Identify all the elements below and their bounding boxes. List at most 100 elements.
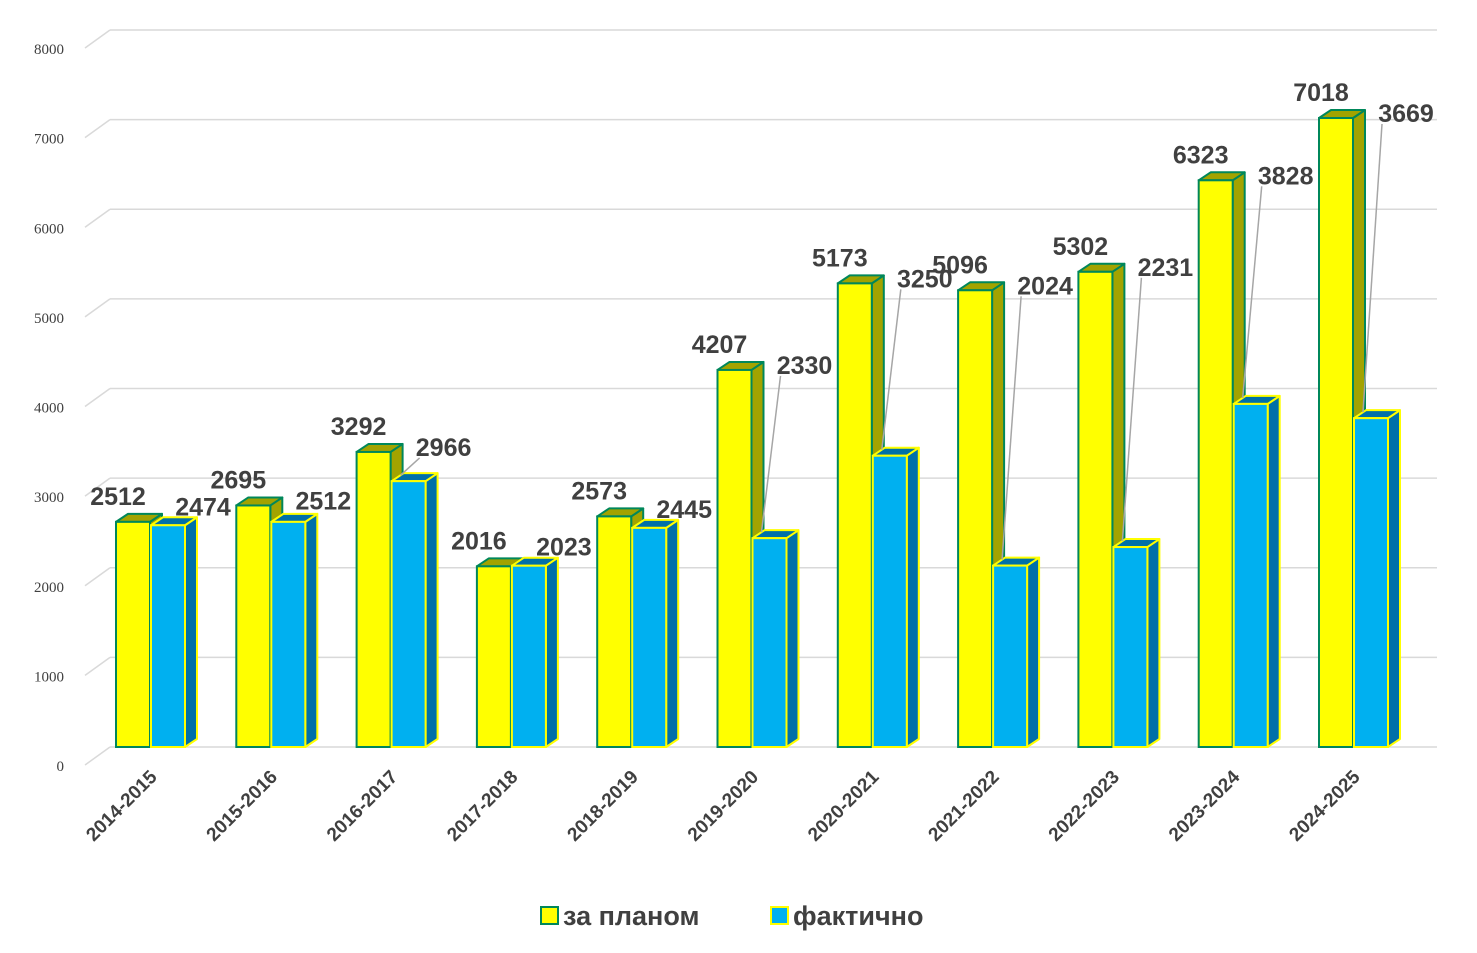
x-tick-label: 2020-2021 [804,766,883,845]
y-tick-label: 7000 [34,132,64,148]
bar [390,472,439,748]
data-label-actual: 2966 [416,434,472,462]
gridline-depth [84,298,111,318]
bar-front [1353,417,1389,748]
bar [510,556,559,748]
legend: за планом фактично [540,901,923,931]
bar-side [785,529,800,748]
bar-front [1232,402,1269,748]
legend-item: за планом [540,901,699,931]
y-tick-label: 3000 [34,490,64,506]
gridline-depth [84,208,111,228]
x-tick-label: 2015-2016 [203,767,282,846]
bar [871,446,920,748]
bar-front [270,520,307,748]
legend-swatch [770,906,789,925]
data-label-plan: 5173 [812,244,868,272]
data-label-actual: 3250 [897,265,953,293]
bar-front [957,289,994,748]
bar-front [871,454,908,748]
bar-front [751,537,788,749]
bar-front [390,480,427,748]
bar-front [235,504,272,748]
bar-side [1387,409,1401,748]
data-label-plan: 4207 [692,331,748,359]
bar [270,512,319,748]
gridline-depth [84,567,111,587]
data-label-plan: 2695 [210,466,266,494]
bar-side [665,518,680,748]
bar-side [1146,538,1161,748]
bar [1232,394,1281,748]
y-tick-label: 1000 [34,669,64,685]
gridline-depth [84,656,111,676]
x-tick-label: 2024-2025 [1285,766,1364,845]
bar-front [1112,546,1149,748]
data-label-plan: 2573 [571,477,627,505]
bar-front [1077,270,1114,748]
data-label-plan: 5096 [932,251,988,279]
bar [751,529,800,749]
x-tick-label: 2021-2022 [925,767,1004,846]
bar-side [1026,556,1041,748]
bar-front [355,450,392,748]
bar-front [475,565,512,748]
data-label-actual: 3669 [1378,100,1434,128]
bar-front [1318,117,1354,748]
bar-side [184,516,198,748]
data-label-leader [1362,123,1383,413]
data-label-plan: 7018 [1293,79,1349,107]
data-label-plan: 2512 [90,483,146,511]
gridline-depth [84,29,111,49]
data-label-leader [760,375,782,533]
bar [631,518,680,748]
y-tick-label: 4000 [34,401,64,417]
legend-label: фактично [793,901,923,931]
bar-side [304,512,319,748]
bar-front [836,282,873,748]
data-label-actual: 2023 [536,534,592,562]
bar-side [905,446,920,748]
bar-front [150,524,186,749]
data-label-plan: 5302 [1053,233,1109,261]
bar-side [1266,394,1281,748]
data-label-actual: 2474 [175,493,231,521]
bar [1353,409,1401,748]
bar-side [544,556,559,748]
x-tick-label: 2019-2020 [684,767,763,846]
y-tick-label: 0 [57,759,65,775]
y-tick-label: 2000 [34,580,64,596]
x-axis-ticks: 2014-2015 2015-2016 2016-2017 2017-2018 2018… [82,766,1364,845]
data-label-actual: 3828 [1258,162,1314,190]
legend-swatch [540,906,559,925]
data-label-leader [1241,186,1263,398]
data-label-plan: 2016 [451,527,507,555]
bar-front [992,564,1029,748]
gridline-depth [84,746,111,766]
x-tick-label: 2022-2023 [1045,767,1124,846]
legend-label: за планом [563,901,699,931]
y-tick-label: 6000 [34,221,64,237]
y-axis-ticks: 0 1000 2000 3000 4000 5000 6000 7000 8000 [34,42,64,775]
bar [1112,538,1161,748]
x-tick-label: 2017-2018 [443,767,522,846]
legend-item: фактично [770,901,923,931]
gridline-depth [84,387,111,408]
data-label-leader [400,457,421,476]
bar-front [115,520,151,748]
data-label-actual: 2231 [1138,254,1194,282]
gridline-depth [84,477,111,497]
data-label-actual: 2445 [656,496,712,524]
x-tick-label: 2014-2015 [82,766,161,845]
data-label-actual: 2512 [295,487,351,515]
bar-side [424,472,439,748]
bar-front [510,564,547,748]
bar [992,556,1041,748]
data-label-leader [1121,277,1143,542]
y-tick-label: 8000 [34,42,64,58]
x-tick-label: 2018-2019 [564,767,643,846]
gridline-depth [84,119,111,139]
data-label-actual: 2330 [777,352,833,380]
